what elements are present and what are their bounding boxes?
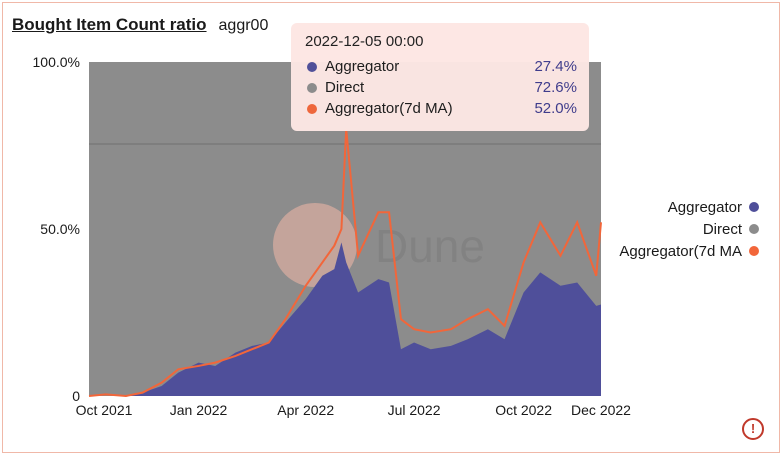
chart-header: Bought Item Count ratio aggr00: [12, 15, 268, 35]
aggregator-area: [89, 242, 601, 396]
x-tick-label: Oct 2022: [495, 402, 552, 418]
tooltip-series-name: Direct: [325, 79, 365, 96]
legend-item-aggregator[interactable]: Aggregator: [619, 196, 759, 218]
y-tick-label: 0: [72, 388, 80, 404]
tooltip-series-name: Aggregator(7d MA): [325, 100, 453, 117]
x-tick-label: Apr 2022: [277, 402, 334, 418]
legend-label: Direct: [702, 220, 742, 238]
chart-subtitle: aggr00: [218, 17, 269, 34]
tooltip-row-direct: Direct 72.6%: [303, 77, 577, 98]
legend-label: Aggregator: [667, 198, 742, 216]
y-tick-label: 50.0%: [40, 221, 80, 237]
x-tick-label: Dec 2022: [571, 402, 631, 418]
y-tick-label: 100.0%: [33, 54, 80, 70]
tooltip-dot: [307, 61, 317, 72]
tooltip-dot: [307, 82, 317, 93]
hover-tooltip: 2022-12-05 00:00 Aggregator 27.4% Direct…: [291, 23, 589, 131]
tooltip-row-aggregator: Aggregator 27.4%: [303, 56, 577, 77]
tooltip-series-value: 52.0%: [534, 100, 577, 117]
x-tick-label: Jan 2022: [170, 402, 228, 418]
tooltip-series-value: 27.4%: [534, 58, 577, 75]
chart-title[interactable]: Bought Item Count ratio: [12, 15, 207, 34]
tooltip-series-name: Aggregator: [325, 58, 400, 75]
x-tick-label: Jul 2022: [388, 402, 441, 418]
tooltip-date: 2022-12-05 00:00: [305, 33, 424, 50]
tooltip-row-aggregator-7d-ma: Aggregator(7d MA) 52.0%: [303, 98, 577, 119]
x-tick-label: Oct 2021: [76, 402, 133, 418]
tooltip-series-value: 72.6%: [534, 79, 577, 96]
legend-dot: [749, 246, 759, 256]
legend-item-direct[interactable]: Direct: [619, 218, 759, 240]
legend-dot: [749, 224, 759, 234]
legend-label: Aggregator(7d MA: [619, 242, 742, 260]
chart-legend: Aggregator Direct Aggregator(7d MA: [619, 196, 759, 262]
legend-item-aggregator-7d-ma[interactable]: Aggregator(7d MA: [619, 240, 759, 262]
warning-icon[interactable]: !: [742, 418, 764, 440]
tooltip-dot: [307, 103, 317, 114]
legend-dot: [749, 202, 759, 212]
